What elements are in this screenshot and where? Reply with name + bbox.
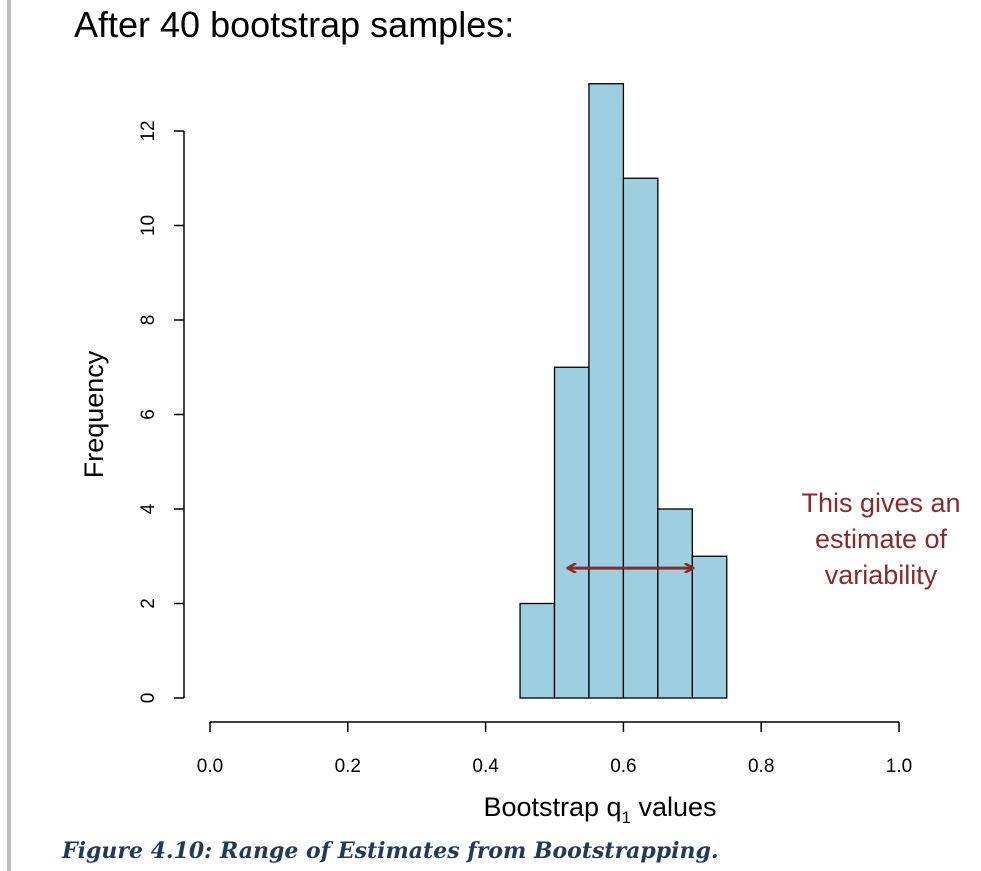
annotation-line-1: estimate of [815, 524, 948, 554]
y-tick-label-0: 0 [138, 693, 159, 704]
annotation-text: This gives an estimate of variability [801, 488, 960, 590]
y-tick-label-8: 8 [138, 315, 159, 326]
x-tick-label-0.2: 0.2 [335, 756, 361, 777]
x-axis-label-subscript: 1 [622, 808, 631, 827]
histogram-bars [519, 83, 728, 699]
y-tick-label-10: 10 [138, 215, 159, 236]
x-axis-label-main: Bootstrap q [483, 792, 621, 822]
histogram-bar-3 [622, 177, 659, 699]
x-axis-label: Bootstrap q1 values [483, 792, 716, 827]
x-tick-label-0.6: 0.6 [610, 756, 636, 777]
y-axis: 0 2 4 6 8 10 12 [138, 120, 185, 704]
y-tick-label-6: 6 [138, 409, 159, 420]
x-tick-label-1.0: 1.0 [886, 756, 912, 777]
y-tick-label-12: 12 [138, 120, 159, 141]
y-axis-label: Frequency [79, 350, 109, 478]
histogram-bar-0 [519, 602, 556, 699]
y-tick-label-2: 2 [138, 598, 159, 609]
histogram-bar-1 [553, 366, 590, 699]
annotation-line-0: This gives an [801, 488, 960, 518]
histogram-bar-2 [588, 83, 625, 699]
x-tick-label-0.8: 0.8 [748, 756, 774, 777]
figure-caption: Figure 4.10: Range of Estimates from Boo… [62, 838, 719, 864]
histogram-bar-4 [657, 508, 693, 699]
annotation-line-2: variability [825, 560, 938, 590]
histogram-bar-5 [691, 555, 728, 699]
x-axis: 0.0 0.2 0.4 0.6 0.8 1.0 [197, 721, 912, 777]
x-axis-label-suffix: values [631, 792, 717, 822]
y-tick-label-4: 4 [138, 503, 159, 514]
x-tick-label-0.0: 0.0 [197, 756, 223, 777]
left-margin-rule [7, 0, 11, 871]
slide-title: After 40 bootstrap samples: [74, 4, 515, 45]
x-tick-label-0.4: 0.4 [472, 756, 499, 777]
